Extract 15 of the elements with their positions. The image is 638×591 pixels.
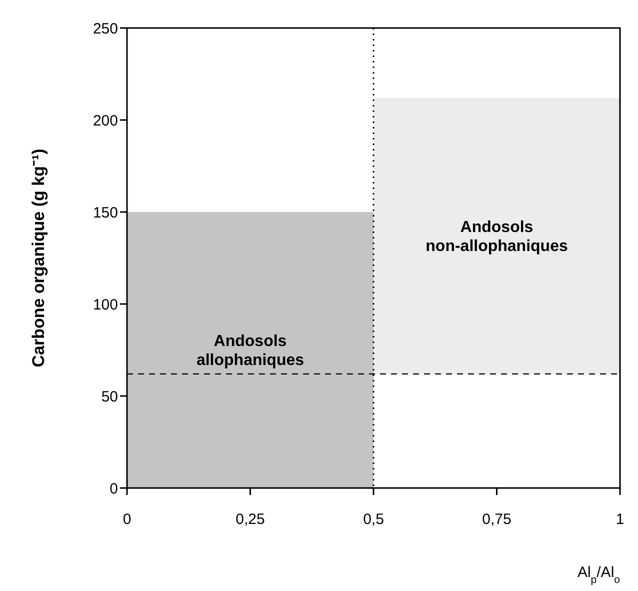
annotation: Andosols allophaniques [196,333,304,370]
x-tick-label: 0,25 [236,511,265,528]
x-axis-title: Al$_{p}$/Al$_{o}$ [577,564,620,586]
x-tick-label: 0,75 [482,511,512,528]
y-tick-label: 0 [110,480,118,498]
annotation: Andosols non-allophaniques [426,218,568,256]
y-tick-label: 150 [92,204,118,222]
x-tick-label: 1 [616,511,624,528]
x-tick-label: 0,5 [363,511,384,528]
y-tick-label: 100 [92,296,118,314]
y-axis-title: Carbone organique (g kg⁻¹) [29,148,48,368]
y-tick-label: 250 [92,20,118,38]
y-tick-label: 50 [101,388,118,406]
x-tick-label: 0 [122,511,132,528]
y-tick-label: 200 [92,112,118,130]
